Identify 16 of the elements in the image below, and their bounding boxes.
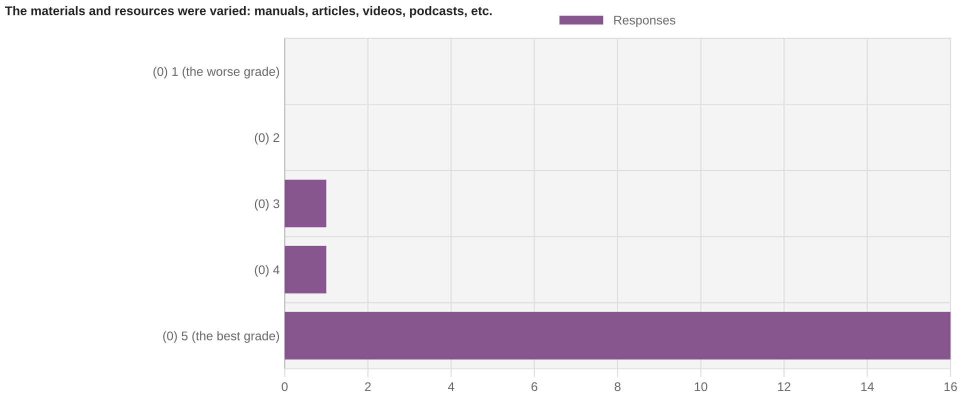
x-tick-label: 4 [448,382,454,391]
x-tick-label: 8 [614,382,621,392]
y-tick-label: (0) 2 [254,132,280,145]
x-tick-label: 6 [532,382,538,392]
y-tick-label: (0) 3 [254,198,280,211]
x-tick-label: 0 [282,382,288,392]
x-tick-label: 10 [694,382,708,392]
y-tick-label: (0) 4 [254,265,280,277]
y-tick-label: (0) 1 (the worse grade) [153,66,280,78]
y-tick-label: (0) 5 (the best grade) [163,331,280,343]
x-tick-label: 14 [861,382,874,391]
x-tick-label: 16 [944,382,957,392]
chart-title: The materials and resources were varied: manuals, articles, videos, podcasts, etc. [4,6,492,18]
legend-label: Responses [614,16,676,28]
x-tick-label: 12 [778,382,790,391]
x-tick-label: 2 [365,382,371,391]
